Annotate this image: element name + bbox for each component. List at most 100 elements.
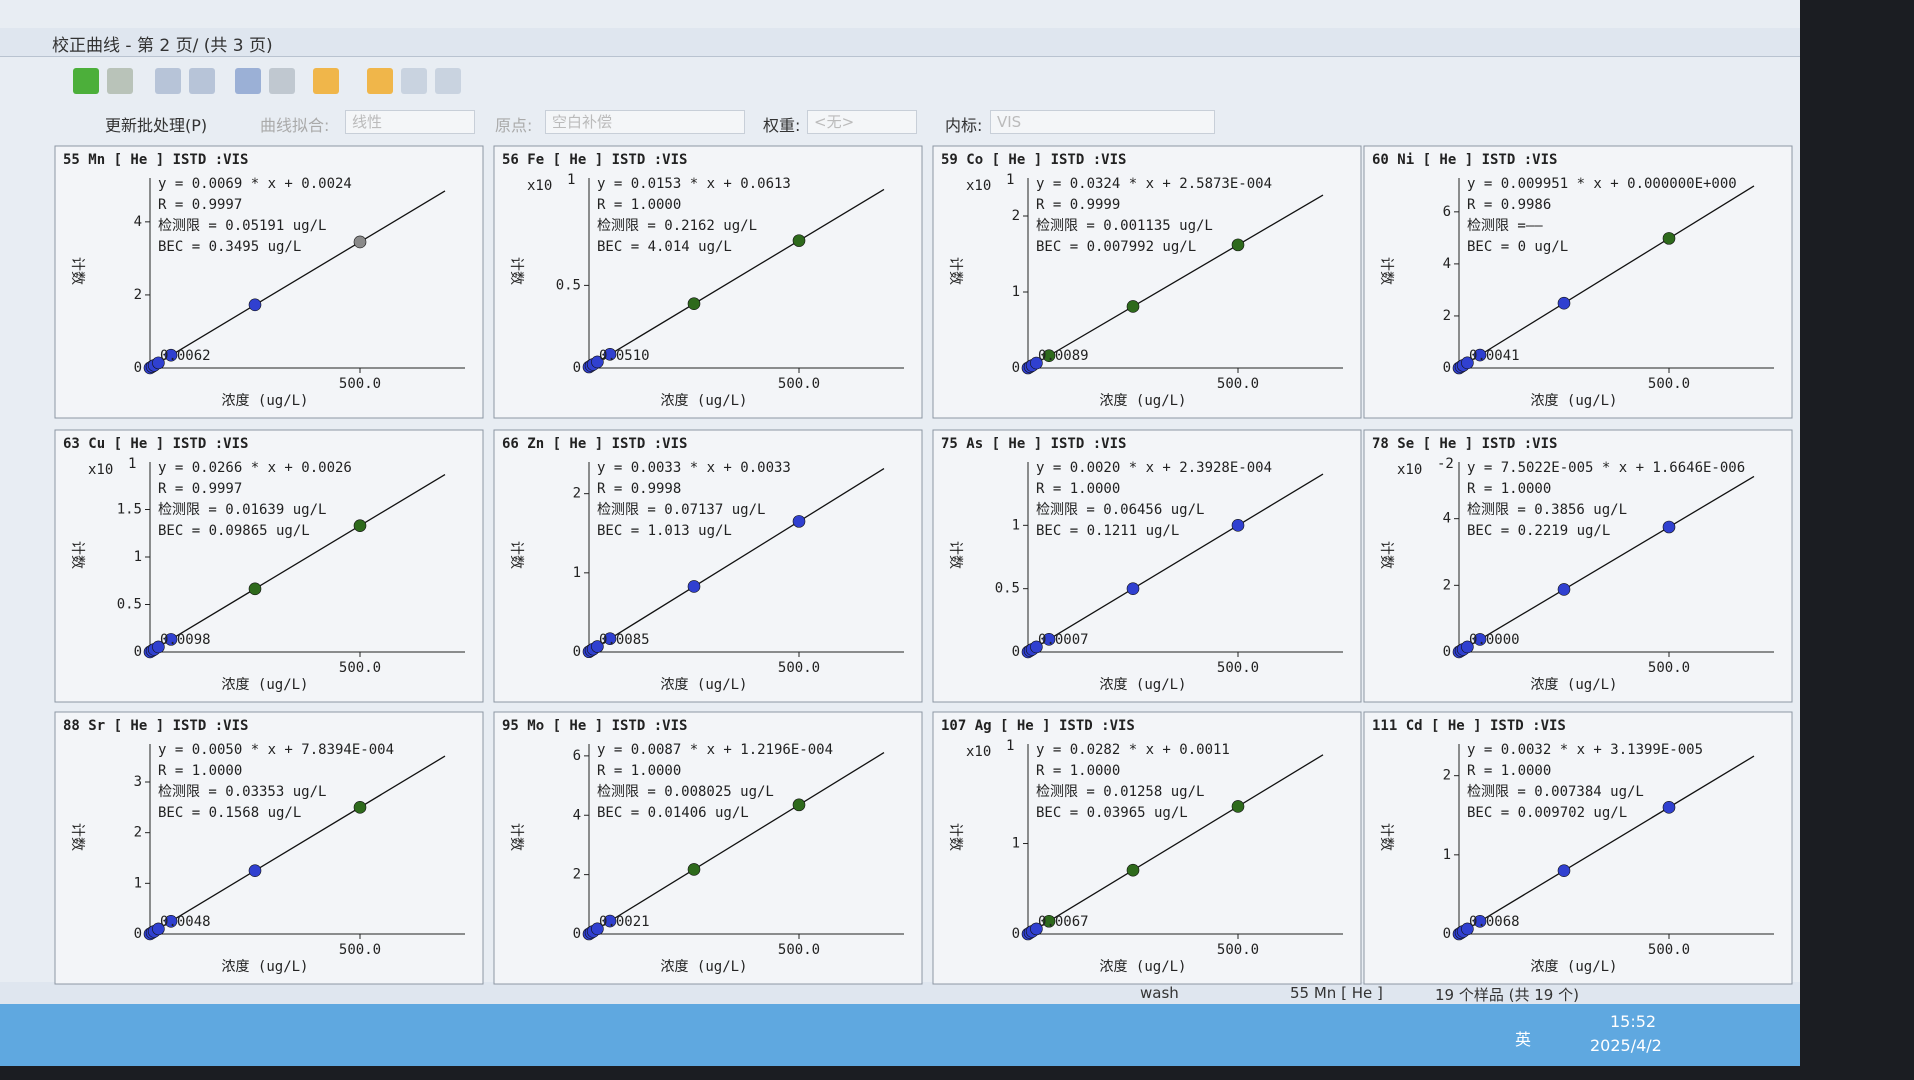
- x-tick-label: 500.0: [1648, 376, 1690, 392]
- panel-header: 111 Cd [ He ] ISTD :VIS: [1372, 718, 1566, 734]
- equation-line: BEC = 0.09865 ug/L: [158, 523, 310, 539]
- calibration-point: [792, 515, 806, 528]
- up-button[interactable]: [73, 68, 99, 94]
- calibration-point: [164, 633, 178, 646]
- calibration-point: [1473, 633, 1487, 646]
- calibration-point: [1042, 914, 1056, 928]
- istd-select[interactable]: VIS: [990, 110, 1215, 134]
- equation-line: BEC = 0.2219 ug/L: [1467, 523, 1610, 539]
- calibration-point: [353, 519, 367, 532]
- y-tick-label: 1: [1012, 836, 1020, 852]
- align-button[interactable]: [401, 68, 427, 94]
- fit-line: [588, 752, 885, 935]
- equation-line: 检测限 = 0.06456 ug/L: [1036, 502, 1204, 518]
- status-sample: wash: [1140, 984, 1179, 1002]
- fit-select[interactable]: 线性: [345, 110, 475, 134]
- edit-button[interactable]: [313, 68, 339, 94]
- fit-line: [1458, 475, 1755, 653]
- y-tick-label: 2: [134, 287, 142, 303]
- equation-line: R = 0.9999: [1036, 197, 1120, 213]
- origin-label: 0.0089: [1038, 348, 1089, 364]
- equation-line: 检测限 = 0.001135 ug/L: [1036, 218, 1213, 234]
- calibration-point: [1473, 915, 1487, 928]
- fit-line: [1027, 473, 1324, 653]
- down-button[interactable]: [107, 68, 133, 94]
- calibration-point: [1557, 583, 1571, 596]
- status-bar: wash 55 Mn [ He ] 19 个样品 (共 19 个): [0, 982, 1800, 1004]
- fit-label: 曲线拟合:: [260, 116, 330, 135]
- equation-line: R = 1.0000: [1467, 481, 1551, 497]
- table-button[interactable]: [269, 68, 295, 94]
- panel-frame: [932, 429, 1362, 703]
- equation-line: 检测限 =——: [1467, 218, 1543, 234]
- x-tick-label: 500.0: [1217, 942, 1259, 958]
- equation-line: 检测限 = 0.008025 ug/L: [597, 784, 774, 800]
- axis-multiplier: x10: [966, 744, 991, 760]
- x-axis-label: 浓度 (ug/L): [1530, 677, 1617, 693]
- calibration-point: [603, 632, 617, 646]
- y-tick-label: 2: [1012, 208, 1020, 224]
- y-tick-label: 0: [134, 926, 142, 942]
- next-button[interactable]: [189, 68, 215, 94]
- panel-header: 107 Ag [ He ] ISTD :VIS: [941, 718, 1135, 734]
- calibration-point: [353, 801, 367, 814]
- x-tick-label: 500.0: [778, 660, 820, 676]
- ime-indicator[interactable]: 英: [1515, 1030, 1532, 1049]
- weight-select[interactable]: <无>: [807, 110, 917, 134]
- panel-header: 75 As [ He ] ISTD :VIS: [941, 436, 1126, 452]
- calibration-point: [1126, 863, 1140, 877]
- calibration-point: [792, 234, 806, 247]
- y-tick-label: 1.5: [117, 502, 142, 518]
- axis-multiplier-exp: 1: [1006, 172, 1014, 188]
- calibration-point: [248, 582, 262, 596]
- origin-label: 0.0021: [599, 914, 650, 930]
- x-axis-label: 浓度 (ug/L): [1099, 393, 1186, 409]
- y-axis-label: 计数: [69, 541, 85, 569]
- refresh-button[interactable]: 更新批处理(P): [105, 116, 208, 135]
- axis-multiplier: x10: [88, 462, 113, 478]
- equation-line: y = 0.0087 * x + 1.2196E-004: [597, 742, 833, 758]
- y-tick-label: 0: [573, 926, 581, 942]
- y-tick-label: 0: [1443, 360, 1451, 376]
- y-tick-label: 2: [573, 486, 581, 502]
- calibration-point: [1042, 633, 1056, 646]
- sort-button[interactable]: [435, 68, 461, 94]
- axis-multiplier-exp: 1: [1006, 738, 1014, 754]
- grid-button[interactable]: [235, 68, 261, 94]
- calibration-point: [152, 640, 165, 654]
- y-tick-label: 0: [134, 644, 142, 660]
- prev-button[interactable]: [155, 68, 181, 94]
- origin-select[interactable]: 空白补偿: [545, 110, 745, 134]
- calibration-point: [1030, 640, 1043, 654]
- fit-line: [149, 755, 446, 935]
- x-tick-label: 500.0: [1217, 376, 1259, 392]
- equation-line: y = 0.0153 * x + 0.0613: [597, 176, 791, 192]
- equation-line: 检测限 = 0.03353 ug/L: [158, 784, 326, 800]
- equation-line: BEC = 0.007992 ug/L: [1036, 239, 1196, 255]
- y-axis-label: 计数: [1378, 823, 1394, 851]
- panel-frame: [932, 145, 1362, 419]
- axis-multiplier: x10: [966, 178, 991, 194]
- fit-line: [588, 188, 885, 368]
- origin-label: 0.0510: [599, 348, 650, 364]
- axis-multiplier-exp: 1: [128, 456, 136, 472]
- y-tick-label: 1: [1443, 847, 1451, 863]
- equation-line: 检测限 = 0.3856 ug/L: [1467, 502, 1627, 518]
- equation-line: 检测限 = 0.2162 ug/L: [597, 218, 757, 234]
- curve-button[interactable]: [367, 68, 393, 94]
- calibration-panel: 63 Cu [ He ] ISTD :VIS 0 0.5 1 1.5 500.0 x10 1 计…: [54, 429, 484, 703]
- y-tick-label: 0: [134, 360, 142, 376]
- x-tick-label: 500.0: [1648, 942, 1690, 958]
- y-axis-label: 计数: [1378, 257, 1394, 285]
- origin-label: 0.0085: [599, 632, 650, 648]
- origin-label: 0.0000: [1469, 632, 1520, 648]
- y-tick-label: 0.5: [995, 581, 1020, 597]
- panel-header: 55 Mn [ He ] ISTD :VIS: [63, 152, 248, 168]
- equation-line: 检测限 = 0.007384 ug/L: [1467, 784, 1644, 800]
